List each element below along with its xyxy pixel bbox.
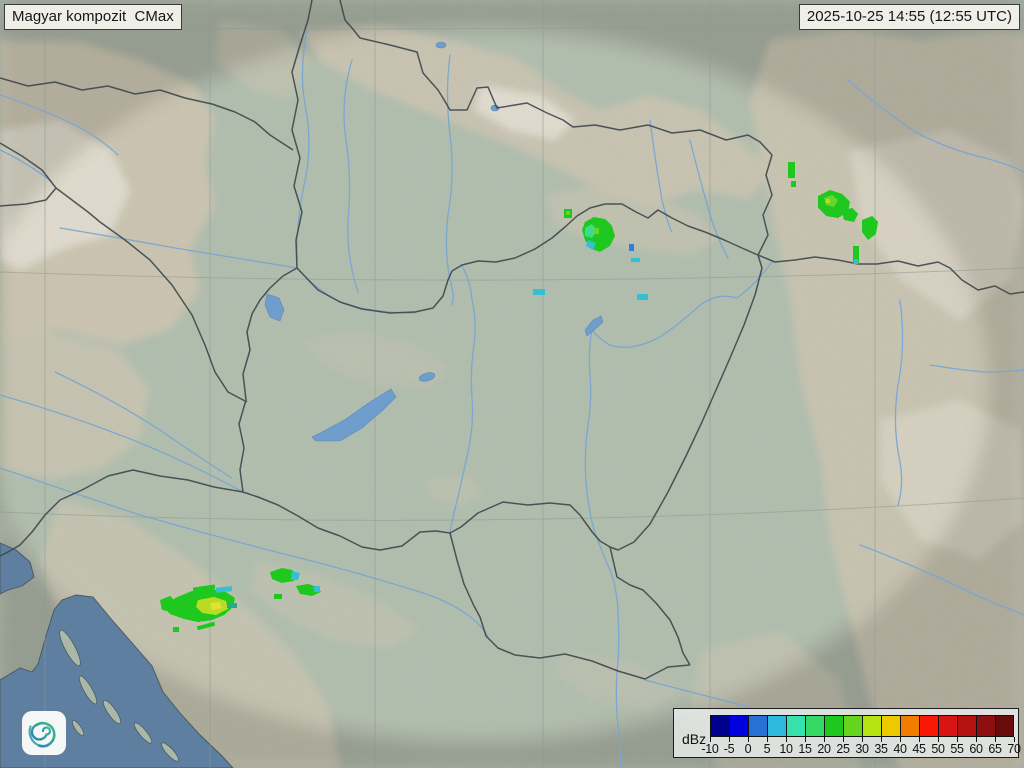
legend-tick-label: 35: [874, 742, 888, 756]
radar-echo-north-central: [533, 209, 648, 300]
border-hungary: [238, 203, 763, 551]
legend-tick-mark: [862, 737, 863, 742]
legend-color-cell: [919, 715, 938, 737]
legend-color-cell: [786, 715, 805, 737]
legend-tick-mark: [976, 737, 977, 742]
legend-color-cell: [976, 715, 995, 737]
legend-tick-mark: [748, 737, 749, 742]
lakes: [264, 41, 604, 442]
legend-tick-label: 25: [836, 742, 850, 756]
legend-tick-mark: [805, 737, 806, 742]
legend-tick-label: 65: [988, 742, 1002, 756]
radar-echoes: [160, 162, 878, 632]
legend-tick-label: -10: [701, 742, 719, 756]
lake-tisza: [584, 315, 604, 337]
legend-color-cell: [748, 715, 767, 737]
lake-velence: [418, 372, 436, 382]
legend-tick-mark: [919, 737, 920, 742]
radar-echo-southwest: [160, 584, 237, 632]
legend-tick-label: 45: [912, 742, 926, 756]
legend-tick-mark: [729, 737, 730, 742]
dbz-legend: dBz -10 -5 0 5 10 15 20 25 30 35 40 45 50 55 60 65 70: [673, 708, 1021, 758]
legend-tick-mark: [995, 737, 996, 742]
legend-tick-mark: [710, 737, 711, 742]
legend-color-cell: [710, 715, 729, 737]
legend-color-cell: [767, 715, 786, 737]
legend-tick-label: 0: [744, 742, 752, 756]
country-borders: [0, 0, 1024, 680]
legend-color-scale: [710, 715, 1014, 737]
legend-unit-label: dBz: [682, 731, 707, 747]
legend-color-cell: [938, 715, 957, 737]
legend-tick-mark: [786, 737, 787, 742]
legend-tick-label: 50: [931, 742, 945, 756]
legend-color-cell: [957, 715, 976, 737]
legend-color-cell: [729, 715, 748, 737]
legend-tick-label: 55: [950, 742, 964, 756]
radar-echo-south: [270, 568, 321, 599]
product-label: Magyar kompozit CMax: [4, 4, 182, 30]
legend-tick-label: 15: [798, 742, 812, 756]
legend-tick-label: 20: [817, 742, 831, 756]
lake-ferto: [264, 293, 285, 322]
legend-tick-mark: [1014, 737, 1015, 742]
lake-balaton: [311, 388, 397, 442]
legend-tick-mark: [843, 737, 844, 742]
legend-tick-mark: [881, 737, 882, 742]
legend-tick-mark: [900, 737, 901, 742]
islands: [59, 629, 179, 762]
legend-color-cell: [862, 715, 881, 737]
legend-tick-label: 30: [855, 742, 869, 756]
legend-color-cell: [900, 715, 919, 737]
legend-tick-label: 5: [763, 742, 771, 756]
legend-tick-mark: [767, 737, 768, 742]
legend-tick-label: 60: [969, 742, 983, 756]
met-service-spiral-logo: [22, 711, 66, 755]
legend-tick-label: 40: [893, 742, 907, 756]
legend-tick-label: -5: [723, 742, 735, 756]
legend-color-cell: [995, 715, 1014, 737]
legend-tick-mark: [957, 737, 958, 742]
legend-tick-mark: [938, 737, 939, 742]
legend-tick-mark: [824, 737, 825, 742]
legend-color-cell: [805, 715, 824, 737]
radar-echo-northeast: [788, 162, 878, 264]
legend-color-cell: [843, 715, 862, 737]
legend-tick-label: 70: [1007, 742, 1021, 756]
legend-color-cell: [881, 715, 900, 737]
legend-color-cell: [824, 715, 843, 737]
timestamp-label: 2025-10-25 14:55 (12:55 UTC): [798, 4, 1020, 30]
legend-tick-label: 10: [779, 742, 793, 756]
